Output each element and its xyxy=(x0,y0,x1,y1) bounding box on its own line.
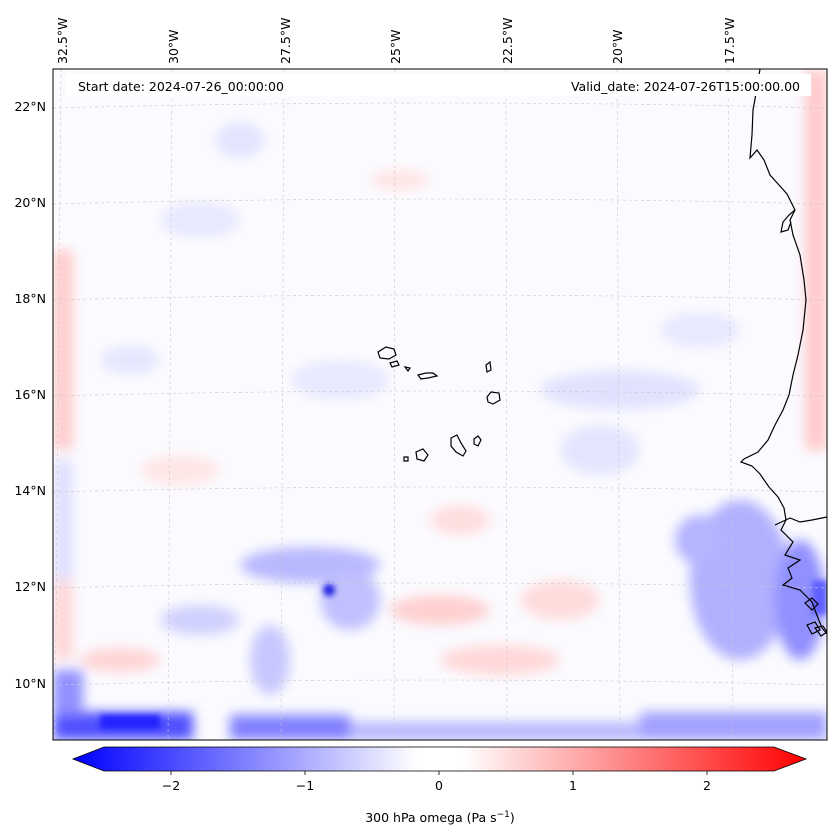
coastline-islets xyxy=(804,597,827,637)
lat-label-16n: 16°N xyxy=(14,387,46,402)
omega-patch xyxy=(430,505,490,535)
longitude-labels: 32.5°W 30°W 27.5°W 25°W 22.5°W 20°W 17.5… xyxy=(55,18,737,64)
colorbar-title: 300 hPa omega (Pa s−1) xyxy=(365,810,515,825)
omega-left-edge-pos2 xyxy=(53,580,73,660)
omega-left-edge-neg xyxy=(53,460,73,580)
colorbar-bar xyxy=(71,746,808,772)
island-brava xyxy=(403,456,409,462)
omega-patch xyxy=(560,425,640,475)
graticule-lon-22-5w xyxy=(505,69,508,740)
omega-patch xyxy=(675,515,725,565)
lat-label-12n: 12°N xyxy=(14,579,46,594)
omega-patch xyxy=(160,605,240,635)
omega-core xyxy=(323,584,335,596)
header-strip xyxy=(66,74,811,96)
coastline-river xyxy=(774,516,827,526)
omega-bottom-left-edge xyxy=(53,670,83,715)
omega-bottom-band xyxy=(350,722,640,740)
lon-label-25w: 25°W xyxy=(388,29,403,64)
island-santiago xyxy=(450,434,467,457)
omega-patch xyxy=(775,540,825,660)
colorbar: −2 −1 0 1 2 300 hPa omega (Pa s−1) xyxy=(71,746,808,825)
graticule-lon-27-5w xyxy=(280,69,285,740)
map-frame xyxy=(52,68,828,741)
omega-bottom-band xyxy=(230,715,350,740)
omega-patch xyxy=(370,170,430,190)
graticule-lat-20n xyxy=(53,198,827,205)
island-boa-vista xyxy=(486,391,501,405)
colorbar-tick-label: 0 xyxy=(435,778,443,793)
omega-patch xyxy=(390,595,490,625)
africa-coastline xyxy=(739,69,827,637)
lon-label-32-5w: 32.5°W xyxy=(55,18,70,64)
omega-patch xyxy=(440,645,560,675)
colorbar-tick-label: 2 xyxy=(703,778,711,793)
island-sal xyxy=(485,360,492,373)
valid-date-label: Valid_date: 2024-07-26T15:00:00.00 xyxy=(571,79,800,94)
colorbar-tick-label: 1 xyxy=(569,778,577,793)
latitude-labels: 22°N 20°N 18°N 16°N 14°N 12°N 10°N xyxy=(14,99,46,691)
graticule-lon-25w xyxy=(393,69,396,740)
omega-patch xyxy=(250,625,290,695)
island-santa-luzia xyxy=(403,366,411,373)
lat-label-20n: 20°N xyxy=(14,195,46,210)
omega-patch xyxy=(215,122,265,158)
graticule-lat-16n xyxy=(53,390,827,397)
graticule-lat-10n xyxy=(53,679,827,686)
lat-label-22n: 22°N xyxy=(14,99,46,114)
graticule-lon-32-5w xyxy=(54,69,62,740)
island-maio xyxy=(473,435,482,447)
island-sao-vicente xyxy=(389,360,400,368)
omega-right-edge-pos xyxy=(805,70,827,450)
omega-patch xyxy=(540,370,700,410)
lon-label-27-5w: 27.5°W xyxy=(278,18,293,64)
graticule-lon-17-5w xyxy=(727,69,734,740)
omega-bottom-band xyxy=(640,712,827,740)
graticule xyxy=(53,69,827,740)
omega-patch xyxy=(140,455,220,485)
graticule-lat-22n xyxy=(53,102,827,109)
omega-patch xyxy=(160,202,240,238)
lat-label-14n: 14°N xyxy=(14,483,46,498)
lon-label-22-5w: 22.5°W xyxy=(500,18,515,64)
lat-label-10n: 10°N xyxy=(14,676,46,691)
omega-field-sharp xyxy=(100,580,827,729)
colorbar-title-tail: ) xyxy=(510,810,515,825)
island-santo-antao xyxy=(377,346,397,360)
omega-bottom-core xyxy=(100,715,160,729)
graticule-lat-18n xyxy=(53,294,827,301)
colorbar-title-exp: −1 xyxy=(497,810,510,820)
graticule-lon-30w xyxy=(167,69,173,740)
lon-label-20w: 20°W xyxy=(610,29,625,64)
omega-field xyxy=(53,70,827,740)
omega-patch xyxy=(660,312,740,348)
coastline-gulf xyxy=(780,209,796,233)
island-sao-nicolau xyxy=(416,372,439,380)
start-date-label: Start date: 2024-07-26_00:00:00 xyxy=(78,79,284,94)
island-fogo xyxy=(415,448,429,462)
omega-patch xyxy=(290,360,390,400)
omega-left-edge-pos xyxy=(53,250,73,450)
colorbar-title-main: 300 hPa omega (Pa s xyxy=(365,810,496,825)
map-panel: Start date: 2024-07-26_00:00:00 Valid_da… xyxy=(53,69,827,740)
omega-coast-core xyxy=(812,580,827,615)
omega-patch xyxy=(80,648,160,672)
graticule-lat-12n xyxy=(53,582,827,589)
colorbar-tick-label: −1 xyxy=(296,778,314,793)
coastline-mainland xyxy=(739,69,827,635)
lon-label-17-5w: 17.5°W xyxy=(722,18,737,64)
lon-label-30w: 30°W xyxy=(166,29,181,64)
graticule-lat-14n xyxy=(53,486,827,493)
omega-patch xyxy=(100,345,160,375)
colorbar-ticks xyxy=(170,771,708,775)
lat-label-18n: 18°N xyxy=(14,291,46,306)
omega-patch xyxy=(520,580,600,620)
omega-patch xyxy=(320,570,380,630)
cape-verde-islands xyxy=(377,346,501,462)
graticule-lon-20w xyxy=(616,69,621,740)
colorbar-tick-label: −2 xyxy=(162,778,180,793)
